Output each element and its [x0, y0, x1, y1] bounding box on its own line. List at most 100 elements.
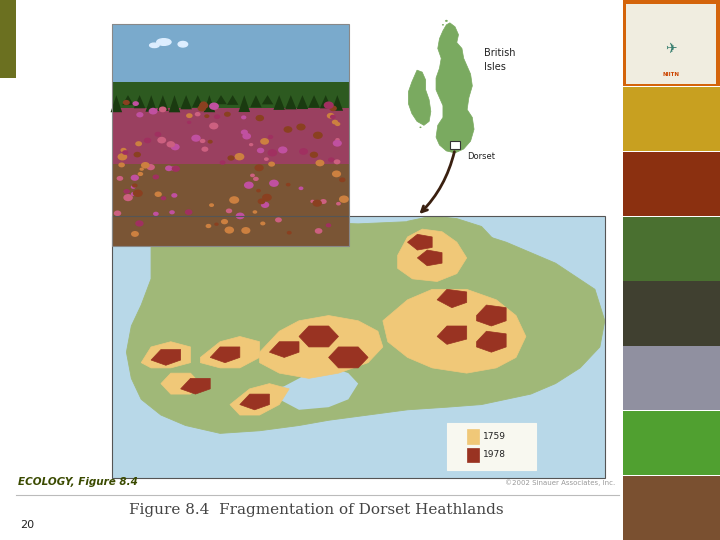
Polygon shape — [161, 373, 200, 394]
Polygon shape — [168, 95, 180, 112]
Text: 20: 20 — [20, 520, 35, 530]
Circle shape — [147, 164, 155, 170]
Bar — [623, 476, 720, 540]
Circle shape — [199, 139, 205, 143]
Circle shape — [140, 167, 144, 171]
Circle shape — [315, 160, 325, 166]
Circle shape — [161, 196, 166, 200]
Circle shape — [332, 171, 341, 177]
Circle shape — [157, 137, 166, 144]
Circle shape — [260, 138, 269, 145]
Bar — [626, 4, 716, 84]
Circle shape — [202, 146, 208, 152]
Text: ✈: ✈ — [665, 42, 678, 56]
Polygon shape — [181, 379, 210, 394]
Polygon shape — [274, 368, 359, 410]
Text: NIITN: NIITN — [663, 72, 680, 77]
Polygon shape — [437, 289, 467, 308]
Circle shape — [315, 228, 323, 234]
Circle shape — [442, 24, 444, 25]
Circle shape — [131, 192, 136, 196]
Circle shape — [209, 123, 218, 130]
Circle shape — [133, 190, 143, 197]
Circle shape — [144, 138, 151, 143]
Circle shape — [260, 221, 266, 225]
Circle shape — [339, 195, 349, 203]
Polygon shape — [297, 95, 308, 111]
Circle shape — [131, 231, 139, 237]
Polygon shape — [299, 326, 338, 347]
Circle shape — [133, 152, 141, 158]
Circle shape — [332, 120, 338, 125]
Polygon shape — [477, 331, 506, 352]
Bar — [467, 448, 479, 462]
Bar — [112, 109, 349, 168]
Bar — [623, 411, 720, 475]
Bar — [112, 24, 349, 246]
Bar — [112, 82, 349, 113]
Circle shape — [200, 102, 207, 106]
Circle shape — [310, 152, 318, 158]
Circle shape — [226, 208, 233, 213]
Polygon shape — [437, 326, 467, 345]
Circle shape — [268, 161, 275, 167]
Circle shape — [313, 132, 323, 139]
Polygon shape — [285, 95, 297, 105]
Circle shape — [250, 173, 255, 177]
Circle shape — [153, 174, 159, 179]
Circle shape — [122, 150, 128, 155]
Circle shape — [312, 200, 322, 207]
Polygon shape — [181, 95, 192, 111]
Polygon shape — [157, 95, 168, 112]
Circle shape — [132, 101, 139, 106]
Polygon shape — [328, 347, 368, 368]
Circle shape — [214, 114, 220, 119]
Circle shape — [206, 224, 212, 228]
Circle shape — [120, 148, 127, 152]
Polygon shape — [238, 95, 250, 108]
Circle shape — [253, 210, 257, 214]
Circle shape — [204, 114, 210, 118]
Polygon shape — [151, 349, 181, 365]
Polygon shape — [477, 305, 506, 326]
Circle shape — [445, 20, 448, 22]
Circle shape — [155, 132, 161, 137]
Circle shape — [269, 180, 279, 187]
Circle shape — [141, 162, 150, 168]
Polygon shape — [145, 95, 157, 109]
Circle shape — [117, 153, 127, 160]
Ellipse shape — [150, 43, 159, 48]
Polygon shape — [262, 95, 274, 113]
Polygon shape — [397, 229, 467, 281]
Circle shape — [207, 140, 212, 144]
Circle shape — [132, 184, 138, 188]
Polygon shape — [408, 234, 432, 250]
Bar — [623, 152, 720, 216]
Circle shape — [123, 189, 130, 194]
Polygon shape — [269, 342, 299, 357]
Circle shape — [155, 192, 162, 197]
Circle shape — [335, 122, 341, 126]
Circle shape — [240, 130, 248, 135]
Circle shape — [131, 185, 136, 189]
Circle shape — [256, 115, 264, 122]
Circle shape — [225, 226, 234, 234]
Bar — [623, 217, 720, 281]
Circle shape — [130, 174, 139, 181]
Bar — [450, 141, 460, 149]
Circle shape — [159, 106, 166, 112]
Circle shape — [256, 189, 261, 192]
Bar — [360, 19, 533, 216]
Circle shape — [171, 166, 177, 171]
Circle shape — [171, 144, 180, 150]
Circle shape — [209, 203, 214, 207]
Circle shape — [329, 105, 337, 111]
Circle shape — [171, 193, 177, 198]
Polygon shape — [383, 289, 526, 373]
Circle shape — [336, 202, 341, 206]
Circle shape — [138, 172, 143, 176]
Circle shape — [339, 178, 346, 182]
Polygon shape — [127, 219, 605, 434]
Polygon shape — [331, 95, 343, 111]
Bar — [447, 423, 536, 470]
